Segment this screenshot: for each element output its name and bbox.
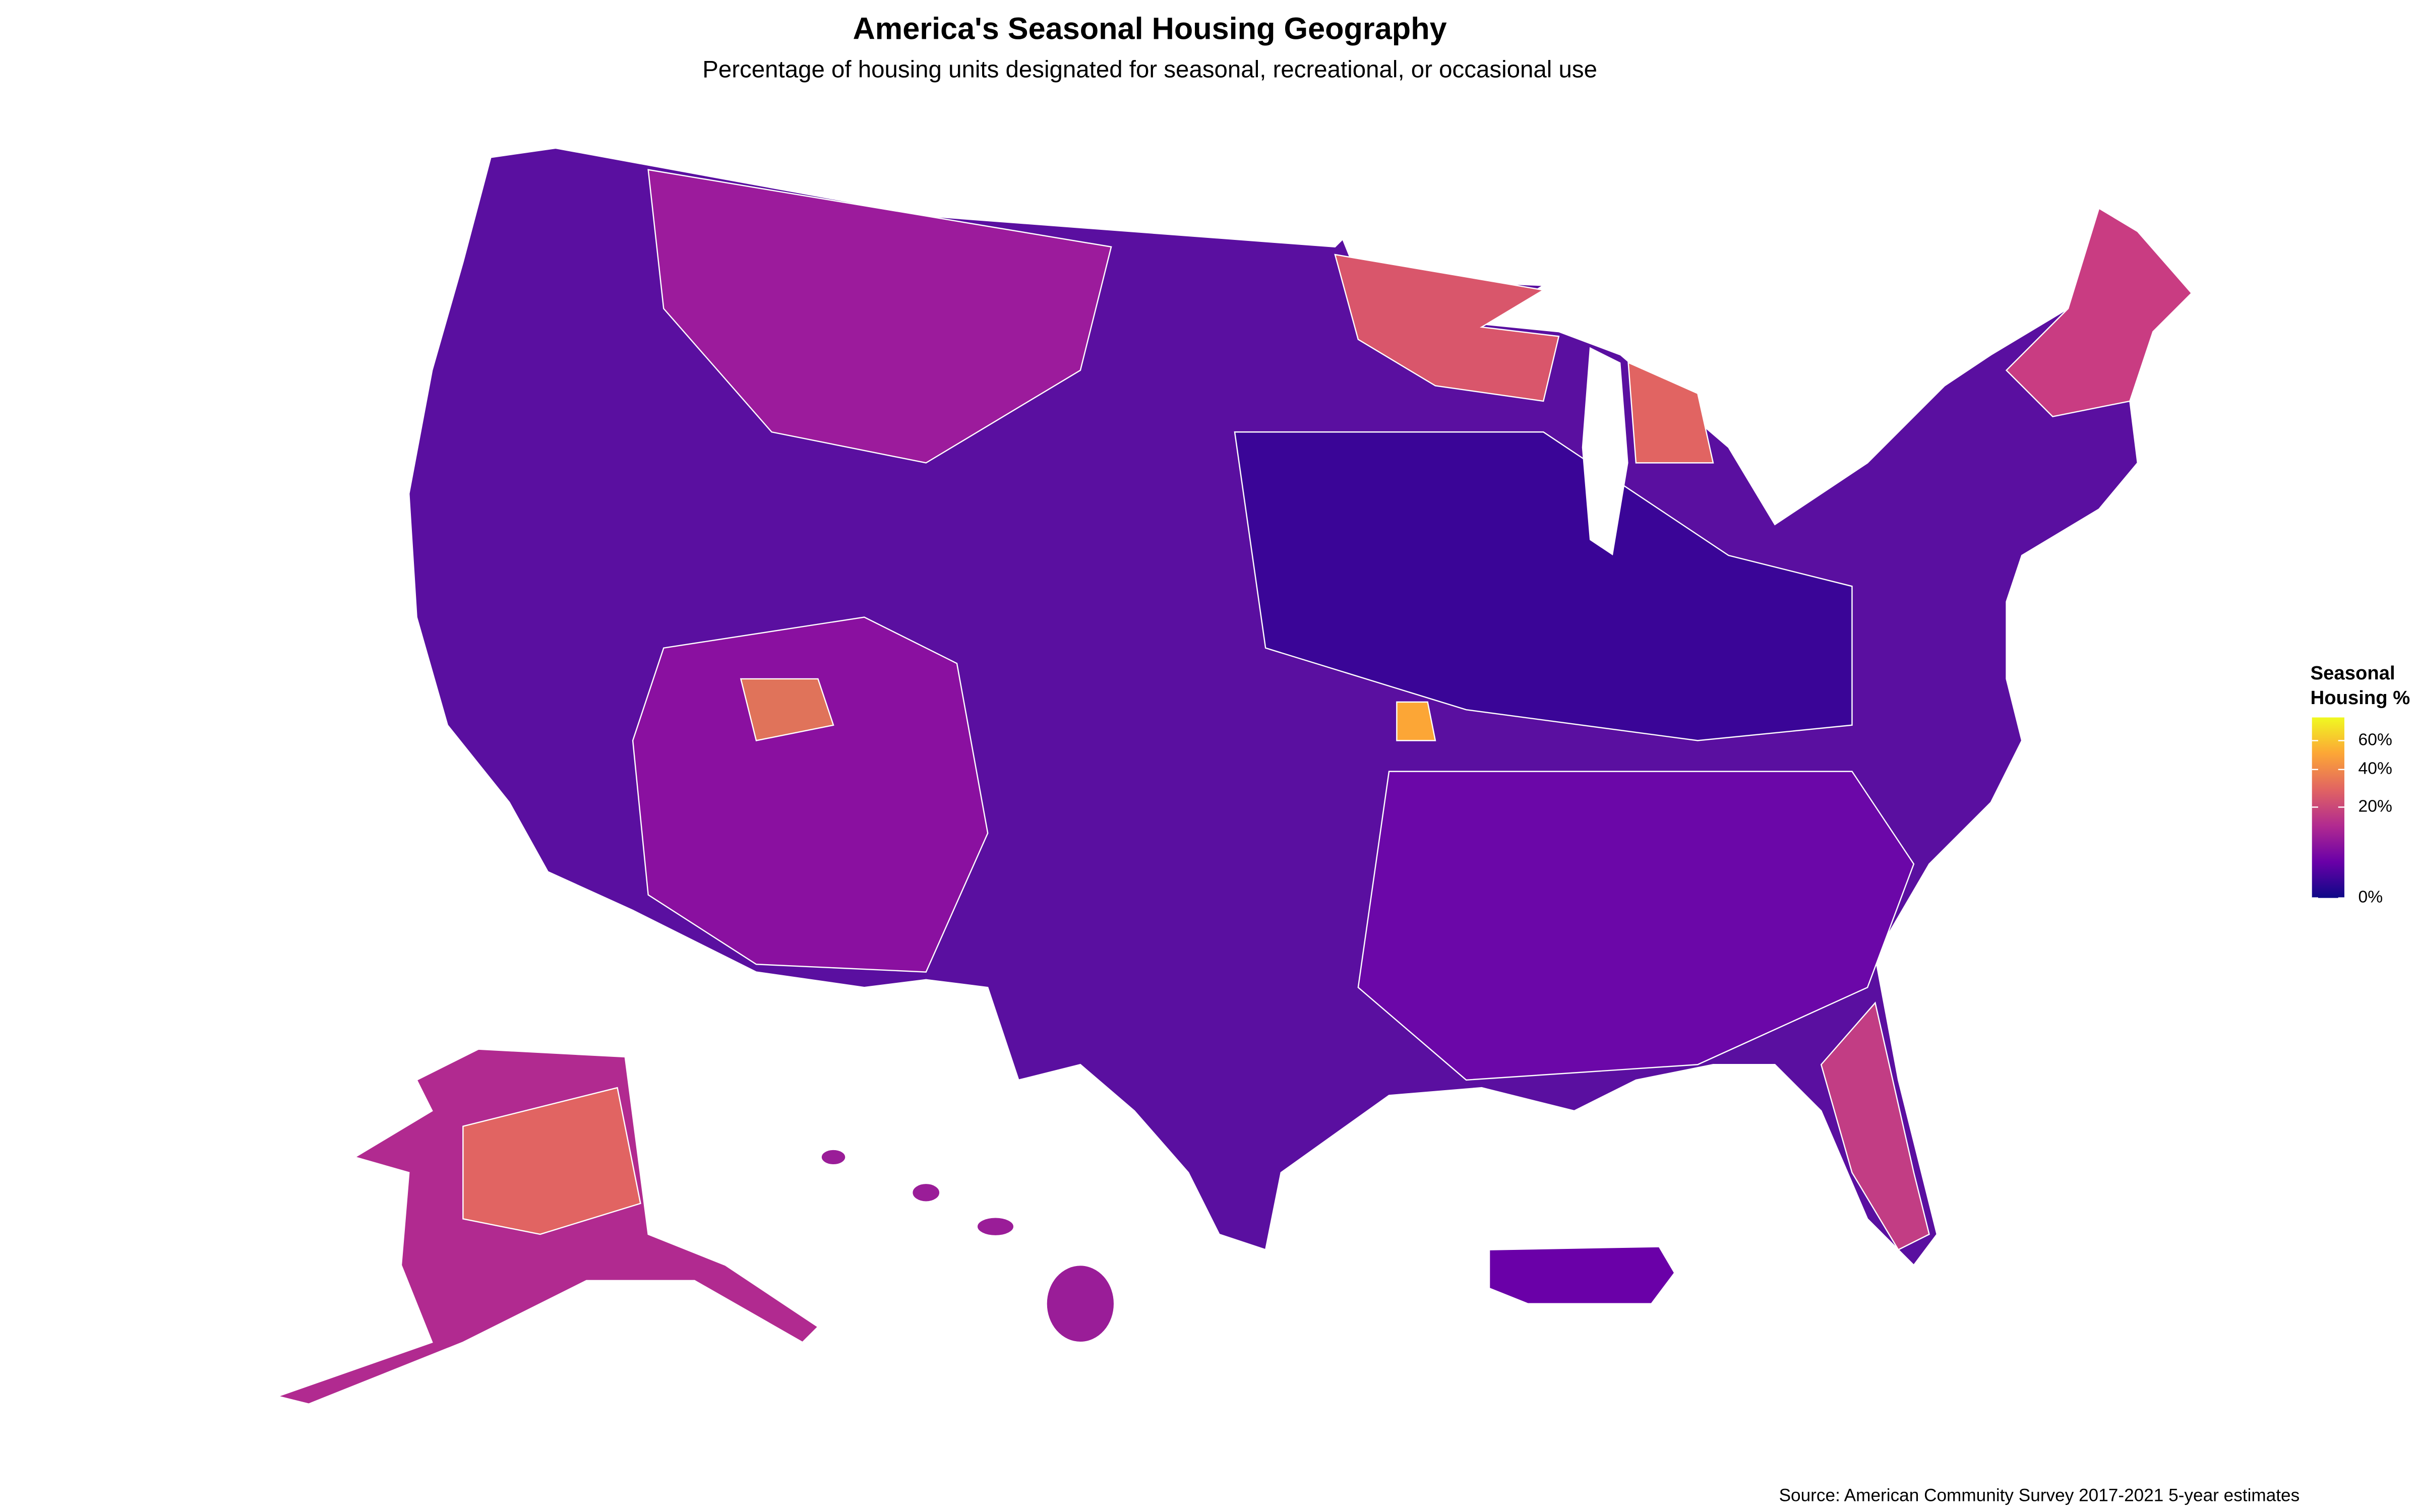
source-note: Source: American Community Survey 2017-2…: [1779, 1486, 2300, 1505]
map: [275, 147, 2193, 1405]
legend-title: Seasonal: [2311, 662, 2395, 684]
legend-tick-label: 0%: [2358, 888, 2383, 907]
puerto-rico: [1488, 1246, 1675, 1304]
title: America's Seasonal Housing Geography: [853, 11, 1447, 45]
hawaii: [820, 1149, 1115, 1343]
legend-ticks: 0% 20% 40% 60%: [2312, 730, 2392, 907]
region-west: [632, 616, 989, 973]
region-florida-coast: [1820, 1001, 1930, 1251]
hawaii-island: [976, 1217, 1015, 1237]
region-ozarks: [1396, 701, 1436, 741]
region-south: [1357, 771, 1915, 1081]
region-new-england: [2005, 207, 2193, 417]
legend-tick-label: 60%: [2358, 730, 2392, 749]
hawaii-island: [911, 1182, 941, 1203]
alaska-interior: [462, 1087, 641, 1235]
subtitle: Percentage of housing units designated f…: [702, 56, 1597, 83]
lake-erie-huron: [1713, 401, 1852, 494]
legend-tick-label: 40%: [2358, 760, 2392, 778]
lake-michigan: [1582, 347, 1628, 556]
legend: Seasonal Housing % 0% 20% 40% 60%: [2311, 662, 2410, 907]
region-northwoods: [1334, 254, 1560, 402]
legend-tick-label: 20%: [2358, 797, 2392, 815]
region-michigan: [1627, 361, 1714, 464]
hawaii-island: [820, 1149, 846, 1166]
legend-title: Housing %: [2311, 687, 2410, 709]
region-rockies: [647, 169, 1112, 464]
hawaii-island: [1046, 1264, 1115, 1343]
region-southwest: [740, 678, 834, 741]
